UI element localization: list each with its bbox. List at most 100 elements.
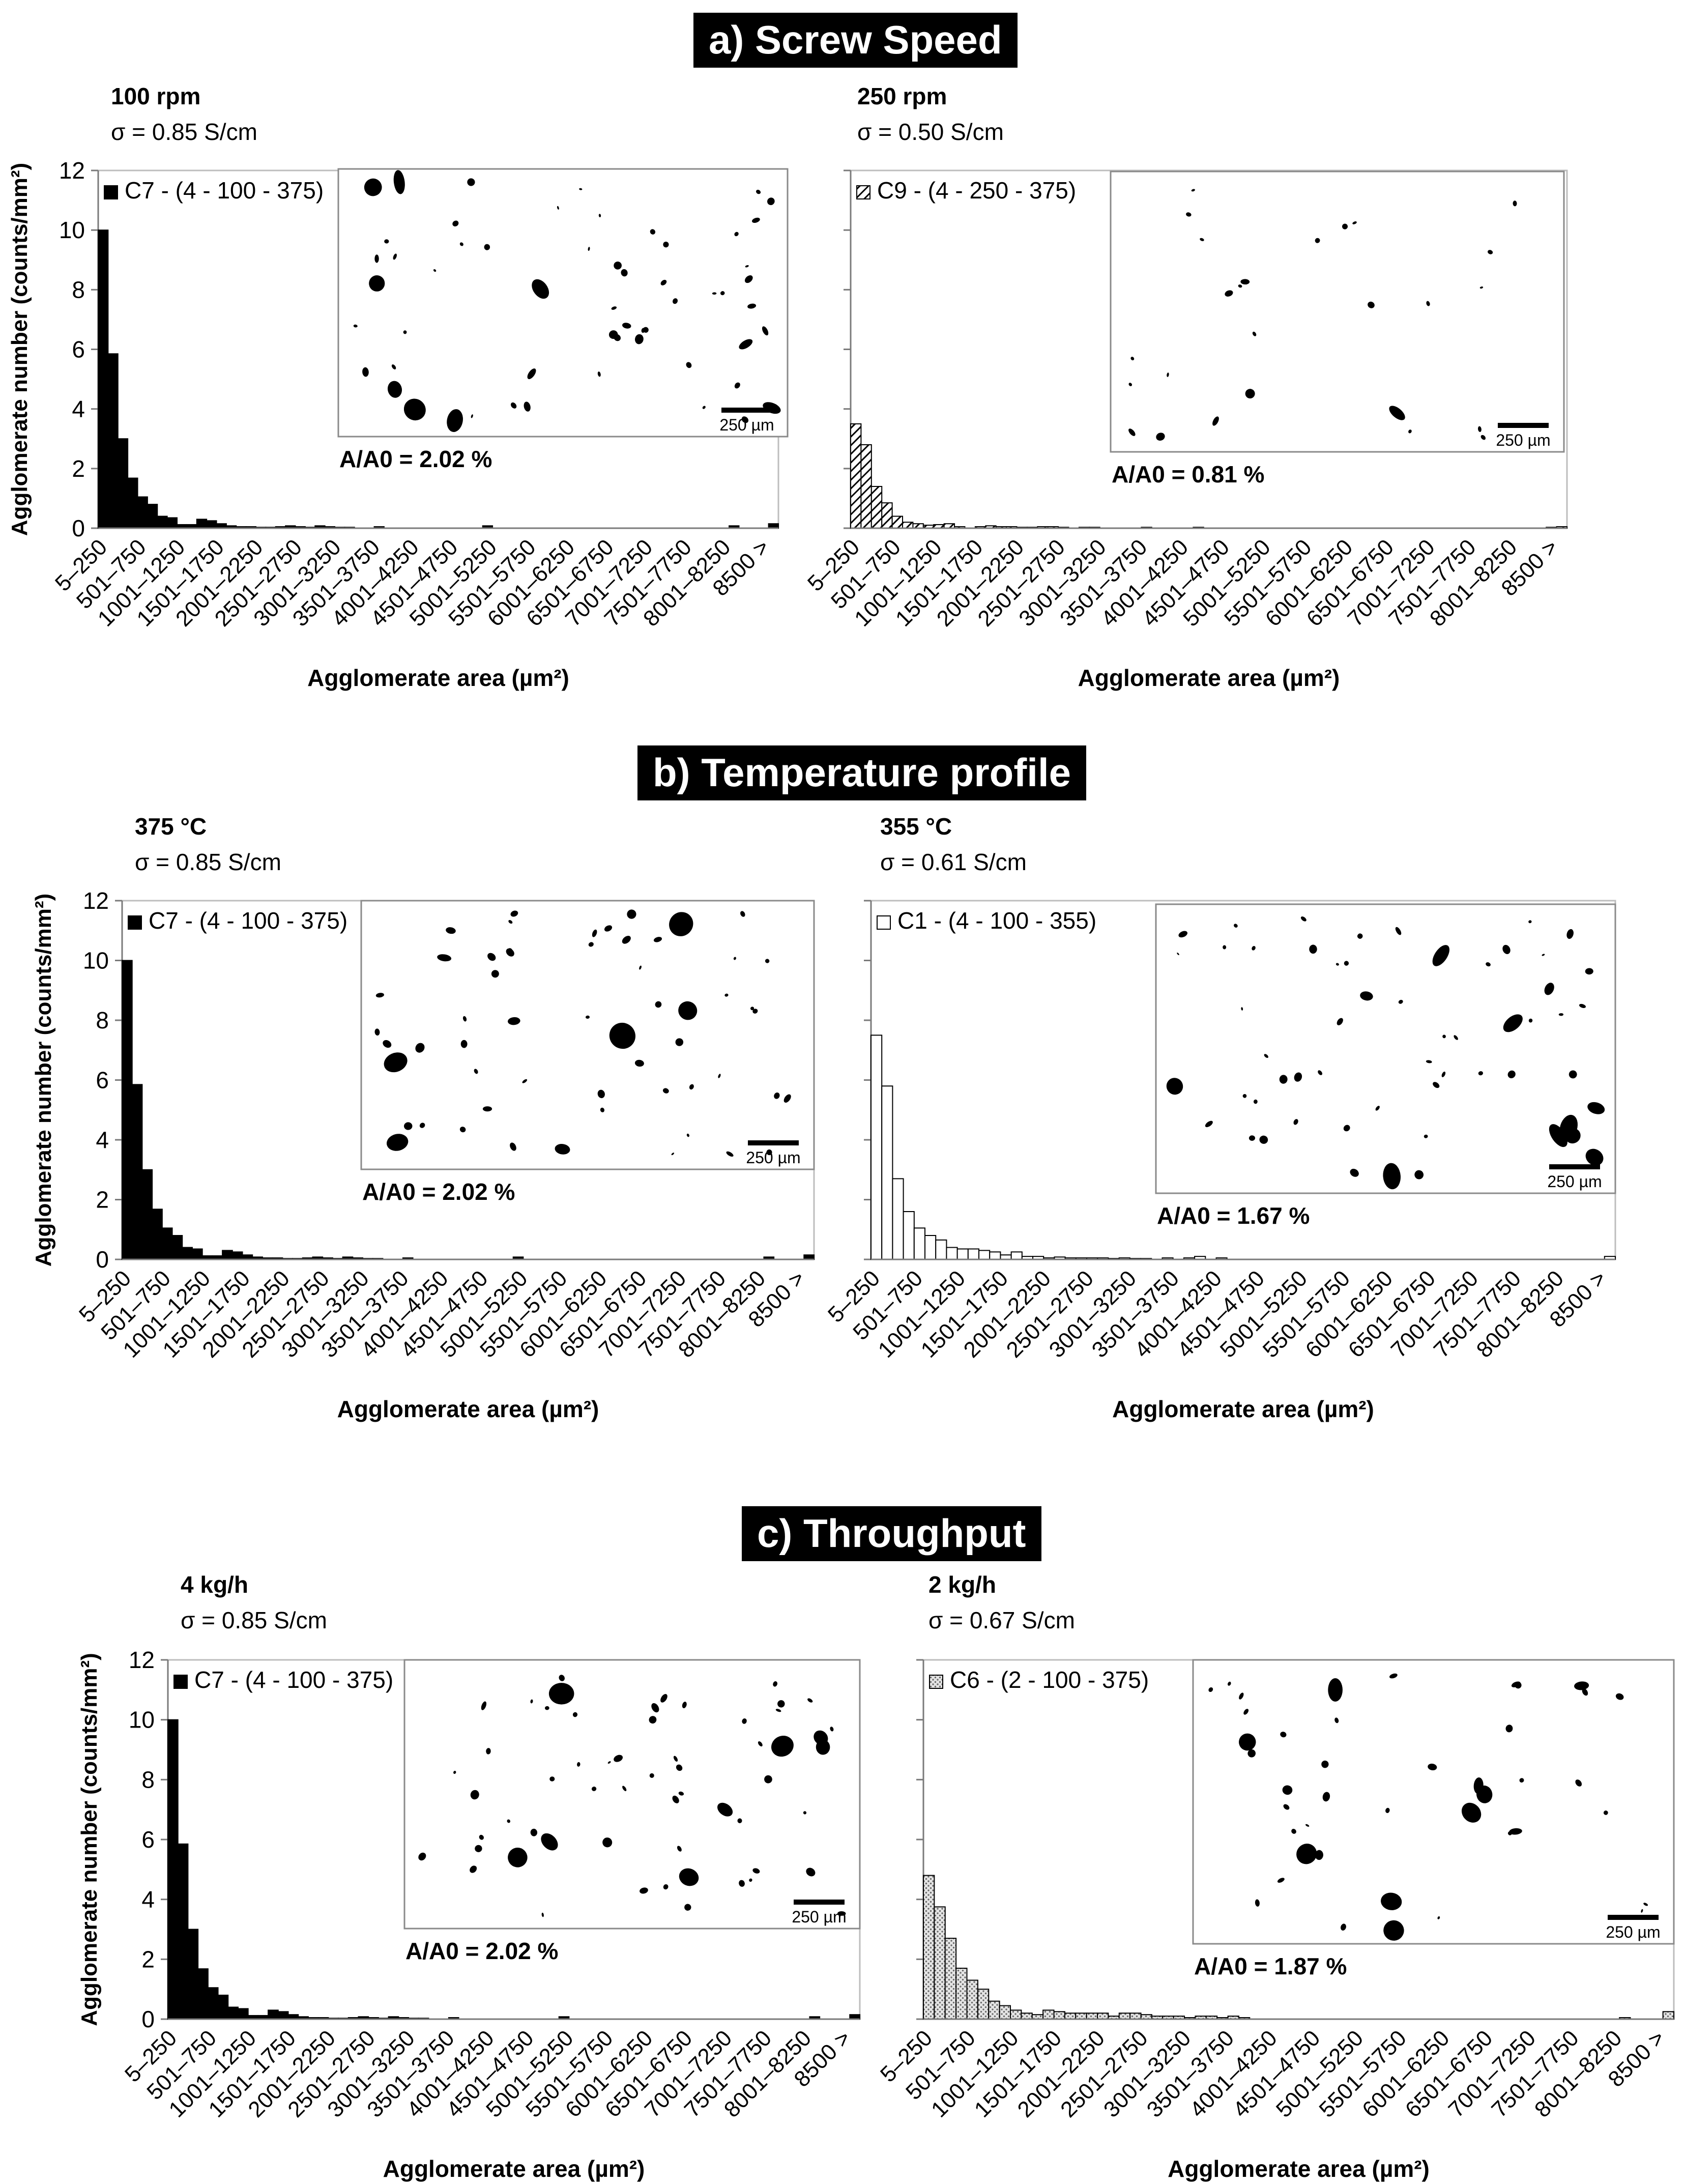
agglomerate-particle xyxy=(548,1683,574,1705)
agglomerate-particle xyxy=(1252,946,1256,951)
agglomerate-particle xyxy=(384,239,389,244)
agglomerate-particle xyxy=(724,993,729,997)
histogram-bar xyxy=(989,1251,1001,1260)
histogram-bar xyxy=(171,1235,183,1260)
agglomerate-particle xyxy=(1426,301,1430,306)
scale-bar-label: 250 µm xyxy=(1547,1172,1602,1191)
agglomerate-particle xyxy=(663,1884,669,1890)
agglomerate-particle xyxy=(1542,954,1545,956)
section-title-screw-speed: a) Screw Speed xyxy=(693,13,1018,68)
agglomerate-particle xyxy=(1478,1071,1484,1076)
agglomerate-particle xyxy=(1385,1807,1390,1814)
legend-swatch xyxy=(929,1675,943,1689)
agglomerate-particle xyxy=(686,362,692,368)
chart-panel-3: 375 °C σ = 0.85 S/cm 0 2 4 6 8 10 12 Agglomerate … xyxy=(31,813,815,1422)
agglomerate-particle xyxy=(622,1786,627,1791)
x-axis-title: Agglomerate area (µm²) xyxy=(307,665,569,691)
agglomerate-particle xyxy=(1579,1003,1586,1008)
y-tick-label: 10 xyxy=(129,1707,155,1733)
scale-bar-label: 250 µm xyxy=(1496,431,1550,449)
agglomerate-particle xyxy=(677,1846,682,1852)
agglomerate-particle xyxy=(510,910,518,917)
agglomerate-particle xyxy=(745,265,749,268)
histogram-bar xyxy=(167,1719,179,2020)
legend-label: C6 - (2 - 100 - 375) xyxy=(950,1666,1149,1693)
agglomerate-particle xyxy=(1389,1673,1398,1679)
agglomerate-particle xyxy=(362,367,369,377)
agglomerate-particle xyxy=(662,1088,669,1094)
agglomerate-particle xyxy=(702,406,706,409)
agglomerate-particle xyxy=(1544,983,1554,995)
chart-panel-6: 2 kg/hσ = 0.67 S/cm5–250501–7501001–1250… xyxy=(876,1571,1675,2182)
agglomerate-particle xyxy=(837,1911,846,1916)
histogram-bar xyxy=(1064,2013,1077,2020)
agglomerate-particle xyxy=(591,1787,597,1791)
agglomerate-particle xyxy=(1296,1844,1317,1864)
agglomerate-particle xyxy=(1291,1829,1296,1834)
agglomerate-particle xyxy=(1515,1682,1522,1689)
agglomerate-particle xyxy=(1352,221,1357,224)
legend-swatch xyxy=(128,915,142,930)
agglomerate-particle xyxy=(1212,416,1219,426)
histogram-bar xyxy=(956,1248,969,1260)
agglomerate-particle xyxy=(767,197,775,206)
agglomerate-particle xyxy=(1641,1909,1643,1913)
micrograph-frame xyxy=(337,168,789,438)
agglomerate-particle xyxy=(1205,1120,1213,1128)
agglomerate-particle xyxy=(1186,212,1192,217)
agglomerate-particle xyxy=(387,381,402,398)
agglomerate-particle xyxy=(1426,1060,1432,1064)
histogram-bar xyxy=(850,423,862,529)
agglomerate-particle xyxy=(579,188,583,190)
histogram-bar xyxy=(196,519,208,529)
section-title-temperature-profile: b) Temperature profile xyxy=(637,745,1087,800)
agglomerate-particle xyxy=(1242,1094,1247,1098)
agglomerate-particle xyxy=(1239,1692,1244,1700)
agglomerate-particle xyxy=(643,327,649,333)
y-tick-label: 12 xyxy=(83,887,109,914)
histogram-bar xyxy=(1097,2013,1109,2020)
micrograph-frame xyxy=(1110,170,1565,453)
agglomerate-particle xyxy=(1395,927,1402,935)
agglomerate-particle xyxy=(1200,238,1204,241)
histogram-bar xyxy=(206,520,217,529)
legend-label: C7 - (4 - 100 - 375) xyxy=(125,177,324,204)
agglomerate-particle xyxy=(627,909,636,919)
agglomerate-particle xyxy=(419,1123,425,1128)
agglomerate-particle xyxy=(1255,1899,1260,1907)
histogram-bar xyxy=(913,1227,926,1260)
histogram-bar xyxy=(152,1209,163,1260)
histogram-bar xyxy=(1021,2013,1033,2020)
agglomerate-particle xyxy=(739,1880,745,1887)
agglomerate-particle xyxy=(686,1133,690,1137)
agglomerate-particle xyxy=(588,942,594,947)
agglomerate-particle xyxy=(1381,1892,1402,1910)
agglomerate-particle xyxy=(783,1094,791,1103)
agglomerate-particle xyxy=(544,1706,549,1710)
agglomerate-particle xyxy=(1398,999,1403,1004)
agglomerate-particle xyxy=(471,414,473,418)
agglomerate-particle xyxy=(1342,223,1348,229)
agglomerate-particle xyxy=(597,1089,605,1099)
agglomerate-particle xyxy=(532,279,549,299)
agglomerate-particle xyxy=(1300,916,1306,922)
histogram-bar xyxy=(1086,2013,1098,2020)
x-axis-title: Agglomerate area (µm²) xyxy=(383,2156,645,2182)
agglomerate-particle xyxy=(1341,1923,1346,1931)
agglomerate-particle xyxy=(1505,1725,1513,1733)
agglomerate-particle xyxy=(508,1847,528,1867)
agglomerate-particle xyxy=(572,1712,578,1717)
agglomerate-particle xyxy=(453,1770,456,1774)
agglomerate-particle xyxy=(758,1741,763,1747)
agglomerate-particle xyxy=(807,1698,813,1703)
agglomerate-particle xyxy=(452,220,459,227)
histogram-bar xyxy=(999,2005,1011,2020)
agglomerate-particle xyxy=(660,1694,667,1703)
agglomerate-particle xyxy=(369,275,385,292)
agglomerate-particle xyxy=(364,178,382,196)
chart-panel-4: 355 °Cσ = 0.61 S/cm5–250501–7501001–1250… xyxy=(823,813,1616,1422)
agglomerate-particle xyxy=(806,1867,816,1877)
histogram-bar xyxy=(187,1929,199,2020)
agglomerate-particle xyxy=(447,409,463,432)
legend-label: C7 - (4 - 100 - 375) xyxy=(194,1666,393,1693)
